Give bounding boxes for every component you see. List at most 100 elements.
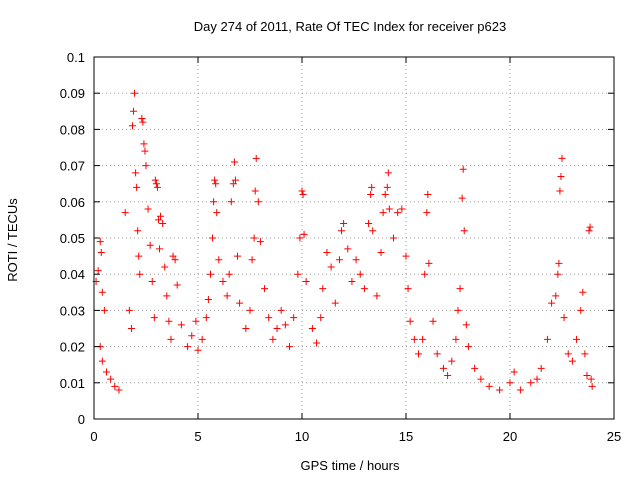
data-point bbox=[136, 270, 144, 278]
data-point bbox=[167, 335, 175, 343]
x-tick-label: 20 bbox=[503, 429, 517, 444]
x-tick-label: 25 bbox=[607, 429, 621, 444]
grid-lines bbox=[94, 57, 614, 419]
data-point bbox=[296, 234, 304, 242]
data-point bbox=[319, 285, 327, 293]
data-point bbox=[365, 220, 373, 228]
data-point bbox=[111, 382, 119, 390]
data-point bbox=[410, 335, 418, 343]
data-point bbox=[159, 220, 167, 228]
y-tick-label: 0.09 bbox=[60, 86, 85, 101]
data-point bbox=[586, 223, 594, 231]
data-point bbox=[429, 317, 437, 325]
data-point bbox=[558, 154, 566, 162]
data-point bbox=[510, 368, 518, 376]
data-point bbox=[394, 209, 402, 217]
data-point bbox=[581, 350, 589, 358]
data-point bbox=[194, 346, 202, 354]
data-point bbox=[135, 252, 143, 260]
data-point bbox=[142, 162, 150, 170]
data-point bbox=[133, 183, 141, 191]
data-point bbox=[177, 321, 185, 329]
data-point bbox=[265, 314, 273, 322]
data-point bbox=[156, 245, 164, 253]
data-point bbox=[225, 270, 233, 278]
data-point bbox=[577, 306, 585, 314]
data-point bbox=[462, 321, 470, 329]
data-point bbox=[234, 252, 242, 260]
data-point bbox=[130, 107, 138, 115]
y-tick-label: 0.05 bbox=[60, 231, 85, 246]
data-point bbox=[317, 314, 325, 322]
data-point bbox=[188, 332, 196, 340]
data-point bbox=[209, 234, 217, 242]
data-point bbox=[102, 368, 110, 376]
data-point bbox=[448, 357, 456, 365]
y-tick-label: 0.04 bbox=[60, 267, 85, 282]
data-point bbox=[154, 216, 162, 224]
data-point bbox=[327, 263, 335, 271]
data-point bbox=[148, 277, 156, 285]
data-point bbox=[402, 252, 410, 260]
data-point bbox=[212, 180, 220, 188]
data-point bbox=[425, 259, 433, 267]
data-point bbox=[153, 183, 161, 191]
data-point bbox=[439, 364, 447, 372]
data-point bbox=[141, 147, 149, 155]
data-point bbox=[464, 343, 472, 351]
data-point bbox=[252, 154, 260, 162]
data-point bbox=[269, 335, 277, 343]
chart-title: Day 274 of 2011, Rate Of TEC Index for r… bbox=[194, 19, 506, 34]
data-point bbox=[454, 306, 462, 314]
data-point bbox=[485, 382, 493, 390]
data-point bbox=[134, 227, 142, 235]
data-point bbox=[128, 122, 136, 130]
data-point bbox=[338, 227, 346, 235]
data-point bbox=[335, 256, 343, 264]
data-point bbox=[204, 296, 212, 304]
data-point bbox=[423, 209, 431, 217]
data-point bbox=[383, 183, 391, 191]
x-tick-label: 15 bbox=[399, 429, 413, 444]
y-axis-label: ROTI / TECUs bbox=[5, 198, 20, 282]
data-point bbox=[459, 165, 467, 173]
data-point bbox=[556, 187, 564, 195]
data-point bbox=[348, 277, 356, 285]
y-tick-label: 0.07 bbox=[60, 159, 85, 174]
data-point bbox=[506, 379, 514, 387]
data-point bbox=[223, 292, 231, 300]
data-point bbox=[150, 314, 158, 322]
data-point bbox=[360, 285, 368, 293]
data-point bbox=[107, 375, 115, 383]
data-point bbox=[381, 191, 389, 199]
data-point bbox=[242, 325, 250, 332]
data-point bbox=[406, 317, 414, 325]
data-point bbox=[573, 335, 581, 343]
data-point bbox=[198, 335, 206, 343]
data-point bbox=[424, 191, 432, 199]
data-point bbox=[227, 198, 235, 206]
x-tick-label: 5 bbox=[194, 429, 201, 444]
data-point bbox=[192, 317, 200, 325]
data-point bbox=[419, 335, 427, 343]
data-point bbox=[202, 314, 210, 322]
data-point bbox=[548, 299, 556, 307]
y-tick-label: 0.01 bbox=[60, 376, 85, 391]
data-point bbox=[444, 372, 452, 380]
data-point bbox=[210, 198, 218, 206]
data-point bbox=[125, 306, 133, 314]
data-point bbox=[302, 277, 310, 285]
data-point bbox=[537, 364, 545, 372]
data-point bbox=[390, 234, 398, 242]
data-point bbox=[251, 187, 259, 195]
data-point bbox=[256, 238, 264, 246]
data-point bbox=[527, 379, 535, 387]
y-tick-label: 0.08 bbox=[60, 122, 85, 137]
data-point bbox=[331, 299, 339, 307]
data-point bbox=[588, 382, 596, 390]
data-point bbox=[377, 248, 385, 256]
data-point bbox=[97, 248, 105, 256]
data-point bbox=[290, 314, 298, 322]
data-point bbox=[213, 209, 221, 217]
